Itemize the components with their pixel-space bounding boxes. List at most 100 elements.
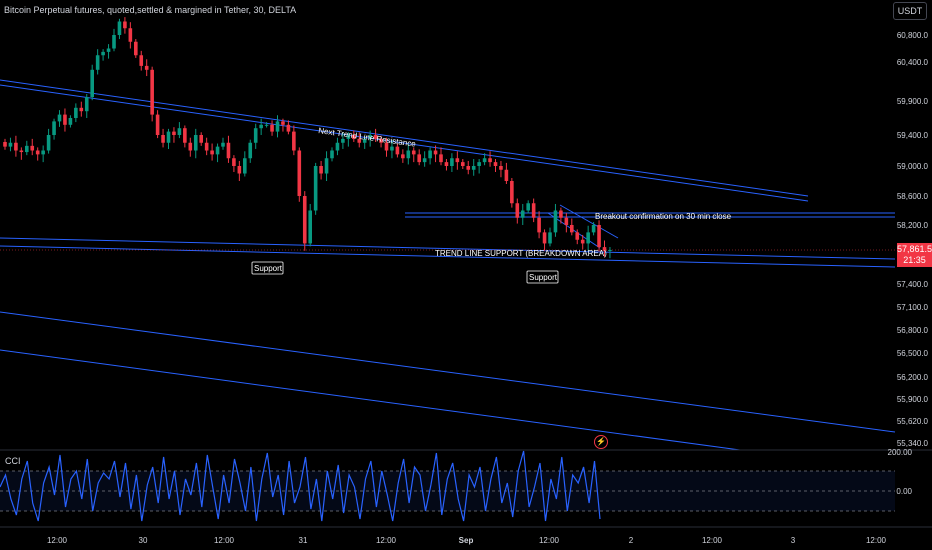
candle — [526, 200, 530, 214]
candle-body — [275, 121, 280, 132]
candle — [161, 128, 165, 148]
candle-body — [84, 97, 89, 112]
candle — [204, 137, 209, 156]
candle — [406, 143, 411, 165]
cci-indicator-label[interactable]: CCI — [5, 456, 21, 466]
flash-icon[interactable]: ⚡ — [594, 435, 608, 449]
candle-body — [477, 162, 481, 166]
candle — [199, 132, 203, 146]
candle — [466, 160, 471, 175]
candle-body — [41, 150, 45, 155]
candle-body — [199, 135, 203, 143]
candle-body — [30, 145, 35, 151]
candle-body — [172, 131, 176, 135]
candle-body — [248, 142, 253, 159]
candle — [281, 118, 285, 132]
candle-body — [139, 55, 144, 66]
candle-body — [379, 138, 383, 143]
annotation-trendline-support: TREND LINE SUPPORT (BREAKDOWN AREA) — [435, 249, 607, 258]
candle-body — [602, 247, 607, 251]
candle — [553, 203, 558, 237]
candle — [580, 234, 585, 250]
candle — [411, 147, 416, 163]
candle-body — [292, 131, 296, 151]
candle-body — [134, 41, 138, 56]
candle — [368, 130, 372, 147]
candle-body — [259, 124, 263, 129]
candle-body — [471, 166, 476, 170]
bar-countdown: 21:35 — [903, 255, 926, 265]
candle — [112, 28, 116, 52]
candle — [384, 137, 389, 157]
candle — [101, 49, 105, 61]
candle-body — [417, 154, 421, 163]
price-axis-tick: 59,900.0 — [897, 97, 929, 106]
candle — [455, 151, 460, 170]
resistance-trendline-lower — [0, 84, 809, 202]
time-axis[interactable]: 12:00 30 12:00 31 12:00 Sep 12:00 2 12:00 3 12:00 — [0, 526, 932, 545]
candle — [270, 120, 274, 136]
candle — [237, 160, 242, 181]
candle-body — [357, 138, 362, 143]
candle — [471, 159, 476, 176]
candle-body — [117, 21, 122, 35]
price-axis-tick: 59,400.0 — [897, 131, 929, 140]
price-axis[interactable]: 60,800.0 60,400.0 59,900.0 59,400.0 59,000.0… — [897, 31, 929, 448]
candle — [559, 207, 563, 224]
candle — [297, 147, 302, 202]
candle-body — [466, 166, 471, 170]
time-axis-tick: 12:00 — [866, 536, 887, 545]
candle — [482, 153, 487, 166]
candle-body — [461, 162, 465, 166]
time-axis-tick: 30 — [139, 536, 148, 545]
candle-body — [341, 138, 345, 143]
candle-body — [63, 114, 67, 125]
candle-body — [264, 124, 269, 126]
candle-body — [526, 203, 530, 211]
candle-body — [499, 166, 503, 170]
candle — [63, 108, 67, 132]
candle-body — [548, 232, 552, 244]
candle-body — [433, 150, 438, 155]
candle — [275, 115, 280, 138]
candle-body — [155, 114, 160, 135]
candle — [243, 151, 247, 177]
resistance-trendline-upper — [0, 79, 809, 197]
channel-line-upper — [0, 311, 896, 433]
candle-body — [123, 21, 127, 29]
currency-button[interactable]: USDT — [893, 2, 927, 20]
candle — [493, 159, 498, 172]
support-label-box-2 — [526, 270, 559, 284]
candle — [602, 240, 607, 257]
candle-body — [537, 217, 541, 233]
candle-body — [161, 135, 165, 143]
candle — [591, 222, 596, 236]
candle — [346, 132, 351, 147]
candle-body — [482, 158, 487, 163]
candle — [144, 59, 149, 77]
candle — [302, 191, 307, 251]
price-axis-tick: 58,600.0 — [897, 192, 929, 201]
candle — [352, 130, 356, 142]
cci-axis[interactable]: 200.00 0.00 — [888, 448, 913, 496]
price-axis-tick: 58,200.0 — [897, 221, 929, 230]
candle-body — [144, 65, 149, 70]
candle-body — [46, 135, 51, 151]
candle — [477, 159, 481, 174]
candle — [35, 147, 40, 161]
candle — [188, 137, 193, 157]
candle — [417, 149, 421, 166]
candle — [52, 118, 56, 140]
annotation-support-1: Support — [254, 264, 283, 273]
candle-body — [177, 128, 182, 135]
time-axis-tick: 2 — [629, 536, 634, 545]
candle-body — [215, 146, 220, 155]
candle — [510, 178, 514, 208]
candle — [542, 229, 547, 251]
candle-body — [57, 114, 62, 122]
candle — [123, 17, 127, 34]
cci-axis-tick: 200.00 — [888, 448, 913, 457]
candle-body — [101, 51, 105, 56]
candle — [8, 137, 13, 152]
